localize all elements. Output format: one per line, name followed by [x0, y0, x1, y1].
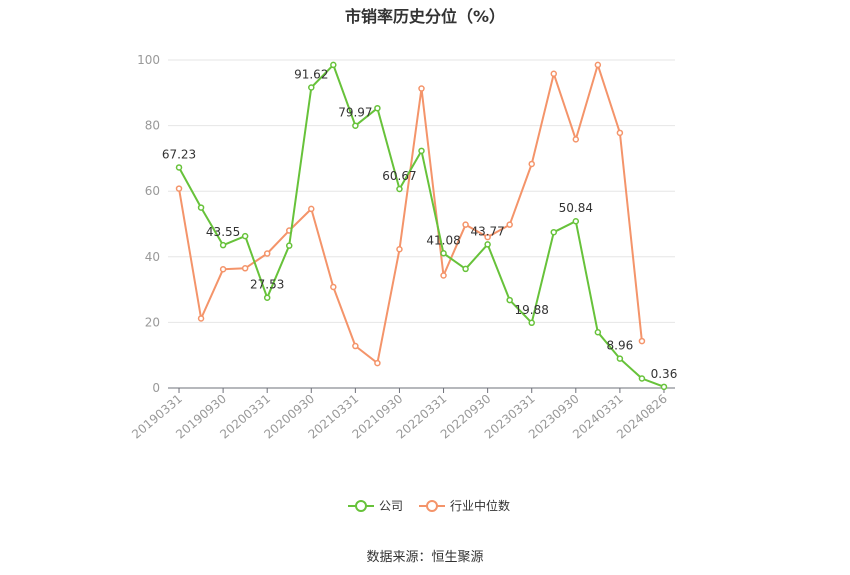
data-point — [462, 221, 469, 228]
data-point — [396, 246, 403, 253]
data-point — [219, 241, 227, 249]
data-point — [396, 185, 403, 193]
y-tick-label: 40 — [145, 250, 160, 264]
legend-label: 公司 — [379, 499, 403, 513]
data-point — [528, 319, 535, 327]
y-tick-label: 60 — [145, 184, 160, 198]
chart-title: 市销率历史分位（%） — [344, 7, 506, 26]
data-point — [308, 205, 315, 213]
data-point — [330, 61, 337, 69]
data-label: 19.88 — [515, 303, 549, 317]
data-point — [550, 228, 558, 236]
data-point — [616, 355, 624, 362]
legend-item-industry-median: 行业中位数 — [419, 498, 510, 513]
series-line-company — [178, 63, 665, 388]
data-point — [528, 160, 535, 168]
data-point — [484, 233, 491, 241]
data-point — [550, 70, 558, 78]
data-source: 数据来源：恒生聚源 — [366, 550, 484, 565]
y-tick-label: 80 — [145, 119, 160, 133]
data-point — [197, 204, 205, 211]
y-tick-label: 100 — [137, 53, 160, 67]
data-point — [374, 104, 381, 112]
legend-label: 行业中位数 — [450, 498, 510, 513]
data-point — [352, 122, 359, 129]
data-point — [572, 136, 580, 143]
data-point — [638, 337, 646, 345]
data-point — [175, 164, 183, 171]
data-point — [241, 265, 249, 272]
data-label: 91.62 — [294, 67, 328, 81]
data-point — [175, 185, 183, 192]
data-point — [418, 147, 425, 155]
data-point — [418, 85, 425, 92]
data-point — [241, 232, 249, 240]
data-point — [263, 294, 271, 301]
data-point — [638, 375, 646, 382]
y-tick-label: 20 — [145, 315, 160, 329]
data-point — [352, 342, 359, 350]
data-point — [374, 359, 381, 367]
data-point — [197, 315, 205, 322]
data-point — [263, 250, 271, 257]
data-point — [506, 221, 513, 228]
data-label: 60.67 — [382, 169, 416, 183]
data-point — [285, 242, 293, 249]
data-label: 27.53 — [250, 278, 284, 292]
legend-marker — [355, 500, 367, 512]
data-label: 50.84 — [559, 201, 593, 215]
data-point — [594, 61, 602, 69]
data-label: 43.77 — [470, 224, 504, 238]
data-point — [440, 250, 447, 257]
data-point — [440, 272, 447, 279]
legend-marker — [426, 500, 438, 512]
data-point — [616, 129, 624, 137]
data-label: 43.55 — [206, 225, 240, 239]
data-label: 8.96 — [607, 339, 634, 353]
data-label: 67.23 — [162, 147, 196, 161]
data-point — [484, 241, 491, 248]
data-point — [308, 84, 315, 91]
data-label: 79.97 — [338, 106, 372, 120]
legend-item-company: 公司 — [348, 499, 403, 513]
data-point — [462, 265, 469, 273]
data-point — [660, 383, 668, 391]
data-label: 41.08 — [426, 233, 460, 247]
data-point — [330, 283, 337, 291]
data-point — [506, 296, 513, 304]
data-point — [594, 328, 602, 336]
y-tick-label: 0 — [152, 381, 160, 395]
data-label: 0.36 — [651, 367, 678, 381]
data-point — [219, 266, 227, 273]
data-point — [572, 217, 580, 225]
